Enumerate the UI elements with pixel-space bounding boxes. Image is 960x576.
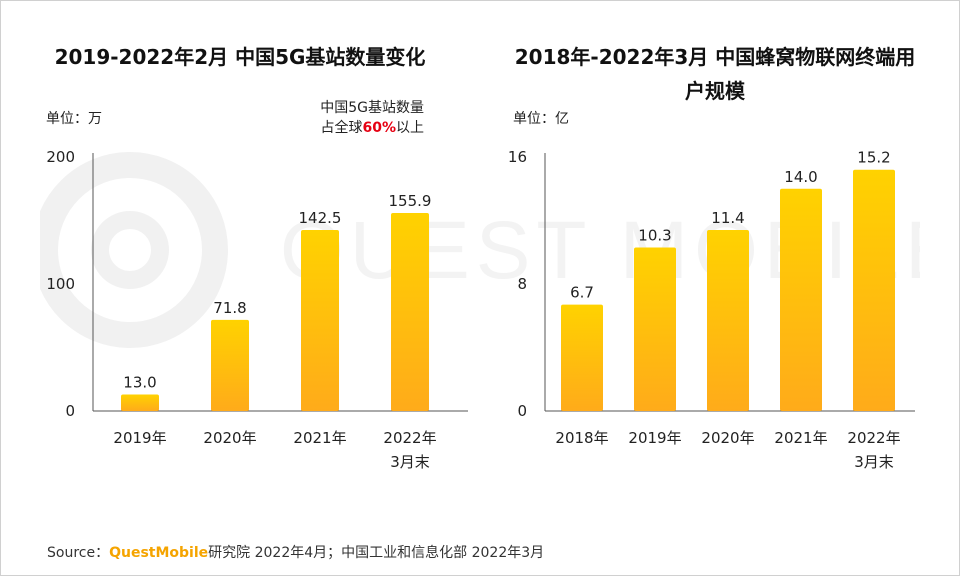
bar bbox=[707, 230, 749, 411]
unit-label-right: 单位：亿 bbox=[513, 111, 569, 127]
annotation-note: 中国5G基站数量 占全球60%以上 bbox=[320, 98, 424, 138]
bar-value-label: 6.7 bbox=[570, 284, 594, 302]
x-tick-label: 2020年 bbox=[203, 429, 256, 447]
bar-value-label: 11.4 bbox=[711, 209, 744, 227]
chart-title-right: 2018年-2022年3月 中国蜂窝物联网终端用户规模 bbox=[514, 45, 916, 103]
x-tick-label: 3月末 bbox=[390, 453, 430, 471]
y-tick-label: 16 bbox=[508, 148, 527, 166]
bar-value-label: 71.8 bbox=[213, 299, 246, 317]
chart-right: 0 8 16 6.7 2018年 10.3 2019年 11.4 2020年 14.0 2021年 1… bbox=[508, 148, 915, 471]
bar-value-label: 142.5 bbox=[299, 209, 342, 227]
annotation-prefix: 占全球 bbox=[320, 120, 363, 136]
bar bbox=[391, 213, 429, 411]
y-tick-label: 0 bbox=[517, 402, 527, 420]
source-line: Source：QuestMobile研究院 2022年4月；中国工业和信息化部 … bbox=[47, 542, 544, 562]
annotation-highlight: 60% bbox=[362, 120, 396, 136]
bar bbox=[211, 319, 249, 411]
x-tick-label: 2019年 bbox=[113, 429, 166, 447]
x-tick-label: 2022年 bbox=[847, 429, 900, 447]
x-tick-label: 3月末 bbox=[854, 453, 894, 471]
bar-value-label: 14.0 bbox=[784, 168, 817, 186]
x-tick-label: 2021年 bbox=[774, 429, 827, 447]
y-tick-label: 0 bbox=[65, 402, 75, 420]
y-tick-label: 8 bbox=[517, 275, 527, 293]
source-label: Source： bbox=[47, 545, 110, 561]
source-text: 研究院 2022年4月；中国工业和信息化部 2022年3月 bbox=[208, 545, 545, 561]
bar-value-label: 155.9 bbox=[389, 192, 432, 210]
bar bbox=[634, 247, 676, 411]
bar bbox=[301, 230, 339, 411]
x-tick-label: 2020年 bbox=[701, 429, 754, 447]
bar bbox=[853, 169, 895, 411]
bar-value-label: 13.0 bbox=[123, 373, 156, 391]
x-tick-label: 2018年 bbox=[555, 429, 608, 447]
bar-value-label: 15.2 bbox=[857, 149, 890, 167]
x-tick-label: 2019年 bbox=[628, 429, 681, 447]
source-brand: QuestMobile bbox=[109, 545, 209, 561]
x-tick-label: 2021年 bbox=[293, 429, 346, 447]
y-tick-label: 100 bbox=[46, 275, 75, 293]
bar bbox=[780, 188, 822, 411]
unit-label-left: 单位：万 bbox=[46, 111, 102, 127]
bar-value-label: 10.3 bbox=[638, 226, 671, 244]
annotation-line-2: 占全球60%以上 bbox=[320, 118, 424, 138]
y-tick-label: 200 bbox=[46, 148, 75, 166]
annotation-suffix: 以上 bbox=[396, 120, 424, 136]
chart-title-left: 2019-2022年2月 中国5G基站数量变化 bbox=[54, 45, 426, 69]
x-tick-label: 2022年 bbox=[383, 429, 436, 447]
annotation-line-1: 中国5G基站数量 bbox=[320, 100, 424, 116]
chart-left: 0 100 200 13.0 2019年 71.8 2020年 142.5 2021年 155.9… bbox=[46, 148, 468, 471]
bar bbox=[561, 304, 603, 411]
bar bbox=[121, 394, 159, 411]
